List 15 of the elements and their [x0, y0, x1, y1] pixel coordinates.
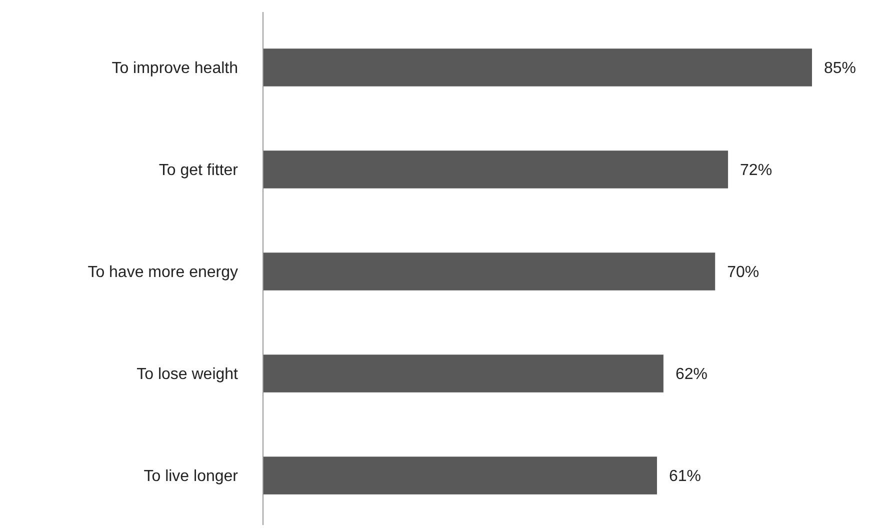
bar — [263, 456, 657, 494]
y-tick-label: To improve health — [112, 60, 238, 78]
data-label: 70% — [727, 264, 760, 282]
data-label: 61% — [668, 468, 702, 486]
y-tick-label: To get fitter — [158, 162, 239, 180]
data-label: 72% — [740, 162, 772, 180]
bar — [263, 150, 728, 188]
y-tick-label: To live longer — [144, 468, 239, 486]
bar — [263, 252, 716, 290]
y-tick-label: To have more energy — [88, 264, 238, 282]
data-label: 85% — [824, 60, 856, 78]
bar — [263, 48, 812, 86]
y-tick-label: To lose weight — [136, 366, 239, 384]
data-label: 62% — [675, 366, 708, 384]
bar — [263, 354, 664, 392]
